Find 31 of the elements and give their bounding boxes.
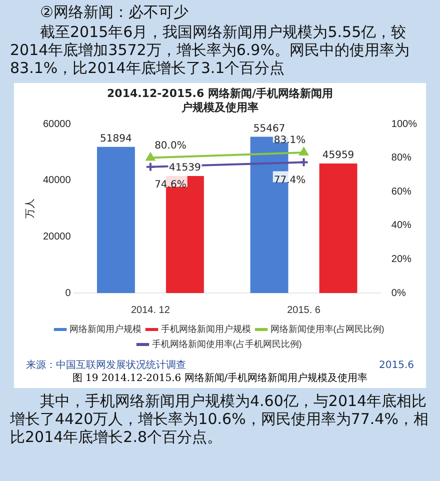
data-label: 55467 <box>253 123 286 134</box>
y2-tick-label: 60% <box>391 186 412 198</box>
y2-tick-label: 20% <box>391 254 412 265</box>
data-label: 83.1% <box>274 135 306 146</box>
text: 2015.6 <box>379 359 414 372</box>
x-tick-label: 2015. 6 <box>287 304 321 316</box>
legend-label: 网络新闻用户规模 <box>69 324 142 334</box>
data-label: 80.0% <box>154 140 186 152</box>
y-axis-title: 万人 <box>24 198 36 218</box>
legend-label: 手机网络新闻使用率(占手机网民比例) <box>152 338 302 349</box>
data-label: 77.4% <box>274 174 306 186</box>
data-label: 41539 <box>169 162 201 174</box>
legend-label: 手机网络新闻用户规模 <box>160 324 251 334</box>
y2-tick-label: 40% <box>391 220 412 232</box>
caption: 图 19 2014.12-2015.6 网络新闻/手机网络新闻用户规模及使用率 <box>71 372 369 386</box>
y-tick-label: 60000 <box>42 118 72 130</box>
y-tick-label: 0 <box>65 288 72 299</box>
source-note: 来源：中国互联网发展状况统计调查 <box>26 359 186 372</box>
x-tick-label: 2014. 12 <box>130 304 170 316</box>
text: 其中，手机网络新闻用户规模为4.60亿，与2014年底相比增长了4420万人，增长率为10.6%，网民使用率为77.4%，相比2014年底增长2.8个百分点。 <box>9 392 430 446</box>
y-tick-label: 40000 <box>42 175 72 186</box>
y-tick-label: 20000 <box>42 231 72 242</box>
y2-tick-label: 80% <box>391 152 412 164</box>
legend-label: 网络新闻使用率(占网民比例) <box>270 324 384 334</box>
text: 截至2015年6月，我国网络新闻用户规模为5.55亿，较2014年底增加3572万，增长率为6.9%。网民中的使用率为83.1%，比2014年底增长了3.1个百分点 <box>9 23 410 77</box>
chart-title: 2014.12-2015.6 网络新闻/手机网络新闻用户规模及使用率 <box>106 87 334 115</box>
y2-tick-label: 0% <box>391 288 406 299</box>
data-label: 45959 <box>322 150 354 162</box>
y2-tick-label: 100% <box>391 118 418 130</box>
data-label: 51894 <box>100 133 132 144</box>
text: ②网络新闻：必不可少 <box>39 2 190 21</box>
